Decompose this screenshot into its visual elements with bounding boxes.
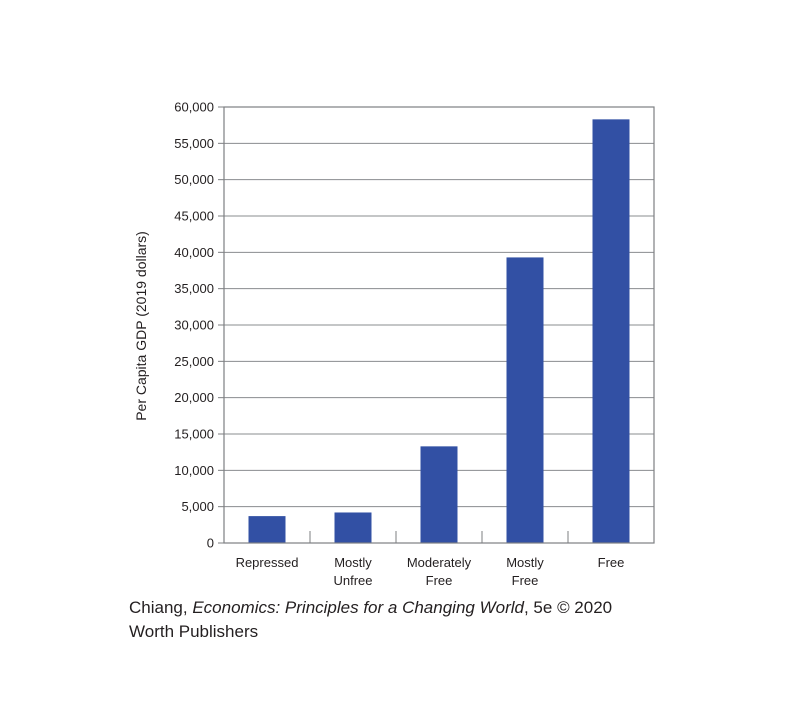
credit-edition: , 5e © 2020 [523, 598, 613, 617]
y-tick-label: 25,000 [174, 354, 214, 369]
credit-citation: Chiang, Economics: Principles for a Chan… [129, 596, 612, 620]
bar [334, 512, 372, 543]
y-tick-label: 0 [207, 536, 214, 551]
bar [592, 119, 630, 543]
y-tick-label: 60,000 [174, 100, 214, 115]
credit-publisher: Worth Publishers [129, 622, 259, 641]
y-tick-label: 55,000 [174, 136, 214, 151]
plot-frame [223, 106, 655, 544]
credit-line: Chiang, Economics: Principles for a Chan… [129, 596, 612, 644]
x-category-labels: Repressed Mostly Unfree Moderately Free Mostl… [236, 555, 625, 588]
x-category-label: Mostly Free [506, 555, 544, 588]
y-tick-label: 50,000 [174, 172, 214, 187]
credit-book-title: Economics: Principles for a Changing Wor… [192, 598, 524, 617]
bar-chart: 0 5,000 10,000 15,000 20,000 25,000 30,000 35,0… [133, 100, 655, 588]
bar [420, 446, 458, 543]
y-tick-label: 40,000 [174, 245, 214, 260]
y-tick-label: 35,000 [174, 281, 214, 296]
x-category-label: Mostly Unfree [333, 555, 372, 588]
credit-author: Chiang, [129, 598, 193, 617]
y-tick-label: 20,000 [174, 390, 214, 405]
y-tick-label: 30,000 [174, 318, 214, 333]
bars [248, 119, 630, 543]
x-category-label: Moderately Free [407, 555, 472, 588]
y-tick-label: 15,000 [174, 427, 214, 442]
y-tick-label: 5,000 [181, 499, 214, 514]
y-tick-labels: 0 5,000 10,000 15,000 20,000 25,000 30,000 35,0… [174, 100, 214, 551]
x-category-label: Free [598, 555, 625, 570]
y-tick-label: 45,000 [174, 209, 214, 224]
bar [506, 257, 544, 543]
axes [218, 106, 655, 544]
x-category-label: Repressed [236, 555, 299, 570]
y-axis-title: Per Capita GDP (2019 dollars) [133, 231, 149, 421]
y-tick-label: 10,000 [174, 463, 214, 478]
bar [248, 516, 286, 543]
